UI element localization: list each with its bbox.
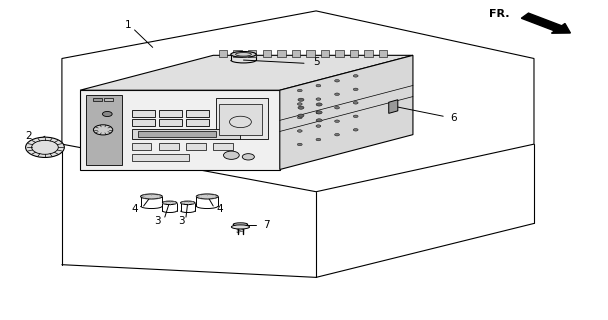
Circle shape [297,130,302,132]
Bar [94,98,103,101]
Circle shape [316,125,321,127]
Polygon shape [389,100,398,113]
Ellipse shape [231,52,256,57]
Ellipse shape [196,194,218,199]
Text: 4: 4 [131,204,138,214]
Ellipse shape [162,201,177,204]
Bar [137,132,216,137]
Circle shape [316,138,321,141]
Circle shape [353,101,358,104]
Circle shape [353,129,358,131]
Bar [131,129,240,140]
Text: 3: 3 [154,216,161,226]
Circle shape [297,143,302,146]
Text: 7: 7 [263,220,269,230]
Text: 6: 6 [451,113,457,123]
Bar [186,142,206,150]
Polygon shape [80,55,413,90]
Bar [263,50,271,57]
Ellipse shape [233,223,247,226]
Circle shape [353,115,358,117]
Ellipse shape [232,225,249,229]
Bar [364,50,373,57]
Bar [131,154,189,161]
Circle shape [353,75,358,77]
Circle shape [334,93,339,95]
Circle shape [297,89,302,92]
Circle shape [334,133,339,136]
Circle shape [334,107,339,109]
Bar [186,110,209,117]
Circle shape [103,111,112,116]
Bar [248,50,257,57]
Text: 5: 5 [313,57,320,67]
Circle shape [224,151,239,159]
Text: FR.: FR. [489,9,510,19]
Bar [219,50,227,57]
Bar [131,110,154,117]
Bar [320,50,329,57]
Bar [159,142,179,150]
Bar [159,119,182,126]
Bar [306,50,314,57]
Circle shape [316,111,321,114]
Bar [277,50,286,57]
Circle shape [298,106,304,109]
Bar [159,110,182,117]
Circle shape [26,137,64,157]
Bar [335,50,344,57]
Polygon shape [80,90,280,170]
Bar [186,119,209,126]
Bar [379,50,387,57]
Bar [219,105,261,135]
Circle shape [242,154,254,160]
FancyArrow shape [521,13,570,33]
Circle shape [316,103,322,106]
Bar [233,50,242,57]
Circle shape [334,79,339,82]
Circle shape [353,88,358,91]
Ellipse shape [181,201,195,204]
Bar [86,95,122,165]
Bar [216,98,268,140]
Text: 3: 3 [178,216,185,226]
Circle shape [316,98,321,100]
Bar [105,98,113,101]
Circle shape [298,98,304,101]
Circle shape [298,114,304,117]
Circle shape [297,116,302,119]
Bar [213,142,233,150]
Circle shape [94,125,112,135]
Text: 1: 1 [125,20,132,30]
Circle shape [316,111,322,114]
Text: 4: 4 [216,204,223,214]
Circle shape [316,84,321,87]
Bar [131,142,151,150]
Circle shape [334,120,339,123]
Bar [350,50,358,57]
Bar [292,50,300,57]
Polygon shape [280,55,413,170]
Circle shape [316,119,322,122]
Bar [131,119,154,126]
Circle shape [297,103,302,105]
Ellipse shape [140,194,162,199]
Text: 2: 2 [26,131,32,141]
